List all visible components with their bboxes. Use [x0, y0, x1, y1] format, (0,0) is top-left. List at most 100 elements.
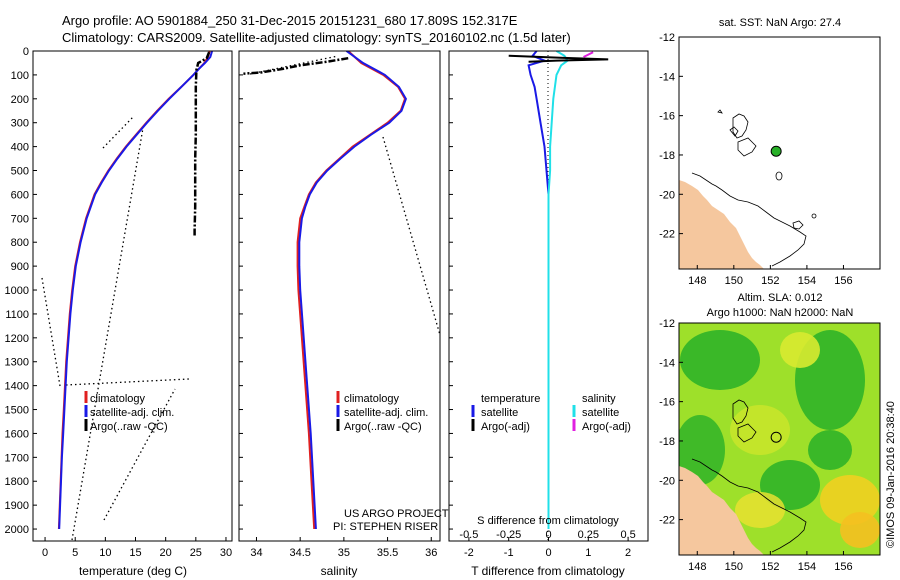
x-tick-label: 2 [625, 547, 631, 559]
legend-temperature-title: temperature [481, 393, 540, 405]
y-tick-label: 1700 [5, 452, 29, 464]
map-y-tick-label: -14 [659, 71, 675, 83]
sst-map-frame [678, 36, 881, 270]
sla-map-frame [678, 322, 881, 556]
s-tick-label: -0.5 [459, 529, 478, 541]
t-diff-label: T difference from climatology [471, 564, 625, 578]
x-tick-label: -2 [464, 547, 474, 559]
y-tick-label: 800 [11, 237, 29, 249]
legend-satellite-label: satellite-adj. clim. [90, 407, 174, 419]
land-australia [679, 466, 764, 555]
salinity-xlabel: salinity [321, 564, 358, 578]
reef-island7 [717, 109, 723, 114]
y-tick-label: 1800 [5, 476, 29, 488]
y-tick-label: 700 [11, 213, 29, 225]
series-climatology [57, 51, 211, 530]
sla-map-title1: Altim. SLA: 0.012 [738, 292, 823, 304]
sla-blob [735, 492, 785, 528]
series-argo-raw-qc- [243, 56, 349, 75]
temperature-frame [32, 50, 233, 542]
x-tick-label: -1 [504, 547, 514, 559]
y-tick-label: 1000 [5, 285, 29, 297]
series-satellite-adj-clim- [298, 51, 408, 530]
sla-map-panel: Altim. SLA: 0.012 Argo h1000: NaN h2000:… [659, 292, 881, 573]
x-tick-label: 5 [72, 547, 78, 559]
x-tick-label: 34 [250, 547, 262, 559]
legend-argo-label: Argo(..raw -QC) [90, 421, 168, 433]
reef-island6 [811, 213, 817, 219]
reef-island1 [732, 399, 749, 425]
reef-outline [691, 172, 807, 267]
x-tick-label: 10 [99, 547, 111, 559]
difference-legend: temperature salinity satellite Argo(-adj… [471, 393, 631, 433]
x-tick-label: 15 [129, 547, 141, 559]
map-x-tick-label: 154 [798, 275, 816, 287]
series-temperature-satellite [527, 51, 550, 529]
salinity-series [243, 51, 408, 530]
y-tick-label: 900 [11, 261, 29, 273]
x-tick-label: 35.5 [377, 547, 398, 559]
legend-climatology-label: climatology [90, 393, 146, 405]
legend-argo-label: Argo(..raw -QC) [344, 421, 422, 433]
x-tick-label: 30 [220, 547, 232, 559]
map-y-tick-label: -16 [659, 111, 675, 123]
y-tick-label: 2000 [5, 524, 29, 536]
y-tick-label: 1500 [5, 405, 29, 417]
sla-blob [680, 330, 760, 390]
temperature-dotted-ref4 [71, 127, 144, 541]
y-tick-label: 100 [11, 70, 29, 82]
s-diff-label: S difference from climatology [477, 515, 619, 527]
sst-map-title: sat. SST: NaN Argo: 27.4 [719, 17, 841, 29]
map-y-tick-label: -14 [659, 357, 675, 369]
legend-salinity-title: salinity [582, 393, 616, 405]
map-y-tick-label: -12 [659, 318, 675, 330]
x-tick-label: 36 [425, 547, 437, 559]
s-tick-label: 0.25 [578, 529, 599, 541]
reef-island5 [792, 220, 804, 230]
salinity-dotted-ref1 [382, 136, 440, 336]
salinity-frame [238, 50, 441, 542]
difference-frame [448, 50, 649, 542]
y-tick-label: 400 [11, 142, 29, 154]
x-tick-label: 1 [585, 547, 591, 559]
map-y-tick-label: -20 [659, 475, 675, 487]
legend-temp-argo-label: Argo(-adj) [481, 421, 530, 433]
y-tick-label: 500 [11, 166, 29, 178]
map-y-tick-label: -16 [659, 397, 675, 409]
x-tick-label: 34.5 [289, 547, 310, 559]
reef-island3 [729, 126, 739, 137]
sla-map-ticks: 148 150 152 154 156 -12 -14 -16 -18 -20 -22 [659, 318, 853, 573]
map-x-tick-label: 150 [725, 561, 743, 573]
sla-blob [679, 415, 725, 485]
salinity-panel: 34 34.5 35 35.5 36 climatology satellite-adj… [238, 50, 449, 578]
series-temperature-argo-adj- [508, 54, 609, 63]
map-x-tick-label: 150 [725, 275, 743, 287]
s-tick-label: -0.25 [496, 529, 521, 541]
y-tick-label: 1200 [5, 333, 29, 345]
legend-climatology-label: climatology [344, 393, 400, 405]
reef-island2 [737, 137, 757, 157]
argo-position-marker [770, 145, 782, 157]
map-y-tick-label: -22 [659, 515, 675, 527]
temperature-xlabel: temperature (deg C) [79, 564, 187, 578]
temperature-dotted-ref2 [65, 378, 190, 386]
map-x-tick-label: 156 [834, 275, 852, 287]
y-tick-label: 1400 [5, 381, 29, 393]
y-tick-label: 600 [11, 189, 29, 201]
y-tick-label: 1600 [5, 428, 29, 440]
project-label: US ARGO PROJECT [344, 508, 449, 520]
x-tick-label: 0 [42, 547, 48, 559]
salinity-ticks: 34 34.5 35 35.5 36 [239, 50, 437, 559]
map-x-tick-label: 154 [798, 561, 816, 573]
reef-island2 [737, 423, 757, 443]
sst-map-panel: sat. SST: NaN Argo: 27.4 148 150 152 154 156… [659, 17, 881, 287]
header-line1: Argo profile: AO 5901884_250 31-Dec-2015… [62, 13, 518, 28]
series-argo-raw-qc- [193, 51, 211, 238]
y-tick-label: 1100 [5, 309, 29, 321]
y-tick-label: 300 [11, 118, 29, 130]
map-x-tick-label: 152 [761, 275, 779, 287]
map-y-tick-label: -20 [659, 189, 675, 201]
map-y-tick-label: -18 [659, 436, 675, 448]
